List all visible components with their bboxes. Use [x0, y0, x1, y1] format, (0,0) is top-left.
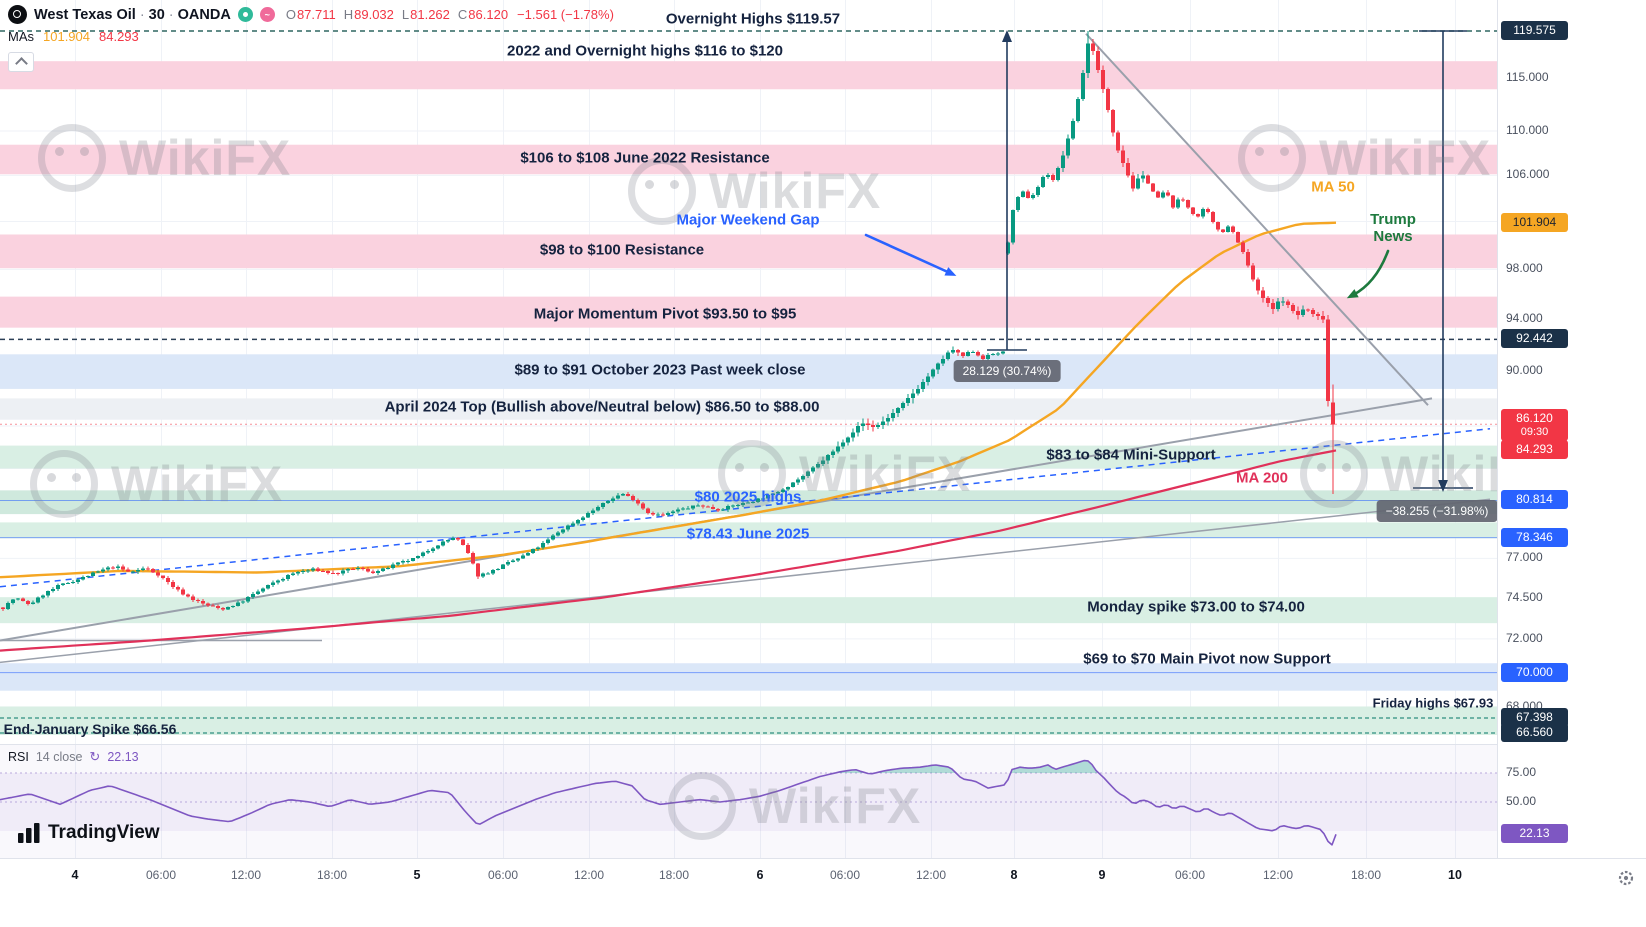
time-axis-label: 18:00: [658, 868, 690, 882]
price-axis-label: 98.000: [1506, 261, 1543, 276]
horizontal-lines-layer: [0, 30, 1497, 734]
rsi-axis-label: 50.00: [1506, 794, 1537, 808]
rsi-params: 14 close: [35, 750, 83, 764]
price-axis-badge: 101.904: [1501, 212, 1568, 232]
time-axis-label: 5: [413, 868, 421, 882]
settings-gear-icon[interactable]: [1617, 869, 1635, 892]
open-value: 87.711: [296, 7, 336, 22]
interval: 30: [148, 6, 165, 23]
close-label: C: [457, 7, 468, 22]
ma200-value: 84.293: [99, 29, 139, 44]
time-axis-label: 12:00: [230, 868, 262, 882]
open-label: O: [285, 7, 296, 22]
price-axis-badge: 80.814: [1501, 490, 1568, 510]
price-axis-badge: 86.120 09:30: [1501, 409, 1568, 442]
symbol-title[interactable]: West Texas Oil · 30 · OANDA: [34, 7, 231, 23]
price-axis-badge: 119.575: [1501, 21, 1568, 40]
price-axis-label: 74.500: [1506, 589, 1543, 604]
price-axis-label: 110.000: [1506, 123, 1549, 137]
low-value: 81.262: [410, 7, 450, 22]
trendlines-layer: [0, 33, 1491, 664]
data-mode-icon[interactable]: ~: [259, 7, 275, 22]
time-axis-label: 12:00: [1262, 868, 1294, 882]
symbol-name: West Texas Oil: [34, 6, 136, 23]
price-axis-badge: 92.442: [1501, 329, 1568, 349]
measure-tools-layer: [987, 30, 1473, 492]
time-axis-label: 18:00: [1350, 868, 1382, 882]
rsi-indicator-title[interactable]: RSI: [8, 750, 29, 764]
candles-layer: [1, 31, 1335, 612]
price-axis-label: 94.000: [1506, 311, 1543, 326]
ma-legend: MAs 101.904 84.293: [8, 29, 614, 44]
time-axis-label: 12:00: [573, 868, 605, 882]
time-axis-label: 12:00: [915, 868, 947, 882]
time-axis-label: 06:00: [145, 868, 177, 882]
chevron-up-icon: [14, 57, 28, 70]
mas-label[interactable]: MAs: [8, 29, 34, 44]
time-axis-label: 9: [1098, 868, 1106, 882]
chart-canvas: [0, 0, 1497, 858]
price-axis-label: 72.000: [1506, 630, 1543, 645]
time-axis-label: 8: [1010, 868, 1018, 882]
change-value: −1.561 (−1.78%): [517, 7, 614, 22]
time-axis-label: 18:00: [316, 868, 348, 882]
rsi-refresh-icon[interactable]: ↻: [89, 749, 101, 764]
rsi-plot-layer: [0, 759, 1337, 846]
time-axis-label: 06:00: [1174, 868, 1206, 882]
price-axis-label: 90.000: [1506, 363, 1543, 378]
time-axis-label: 6: [756, 868, 764, 882]
rsi-axis-badge: 22.13: [1501, 824, 1568, 844]
tradingview-mark-icon: [18, 823, 40, 843]
price-axis-badge: 70.000: [1501, 662, 1568, 682]
tradingview-label: TradingView: [48, 822, 160, 843]
close-value: 86.120: [468, 7, 509, 22]
price-axis[interactable]: 115.000 110.000 106.000 98.000 94.000 90.000 7…: [1497, 0, 1646, 858]
symbol-logo-icon: [8, 5, 27, 24]
tradingview-logo[interactable]: TradingView: [18, 822, 160, 844]
price-axis-label: 115.000: [1506, 69, 1549, 84]
price-axis-badge: 84.293: [1501, 439, 1568, 459]
chart-surface[interactable]: WikiFXWikiFXWikiFXWikiFXWikiFXWikiFXWiki…: [0, 0, 1497, 858]
low-label: L: [401, 7, 410, 22]
price-axis-badge: 78.346: [1501, 527, 1568, 547]
price-axis-label: 77.000: [1506, 550, 1543, 565]
symbol-legend: West Texas Oil · 30 · OANDA ~ O87.711 H89.03…: [8, 5, 614, 72]
rsi-background-layer: [0, 744, 1497, 858]
time-axis-label: 06:00: [487, 868, 519, 882]
separator: ·: [168, 6, 174, 23]
rsi-legend: RSI 14 close ↻ 22.13: [8, 749, 139, 765]
time-axis-label: 4: [71, 868, 79, 882]
ohlc-values: O87.711 H89.032 L81.262 C86.120: [286, 7, 508, 22]
moving-averages-layer: [0, 221, 1337, 652]
ma50-value: 101.904: [43, 29, 90, 44]
exchange: OANDA: [177, 6, 231, 23]
collapse-pane-button[interactable]: [8, 52, 34, 72]
rsi-value: 22.13: [107, 750, 139, 764]
separator: ·: [139, 6, 145, 23]
time-axis[interactable]: 4 06:00 12:00 18:00 5 06:00 12:00 18:00 6 06:00 12…: [0, 858, 1646, 927]
price-axis-badge: 67.398: [1501, 708, 1568, 727]
high-label: H: [343, 7, 354, 22]
rsi-axis-label: 75.00: [1506, 765, 1537, 779]
price-axis-label: 106.000: [1506, 167, 1550, 182]
time-axis-label: 10: [1448, 868, 1462, 882]
time-axis-label: 06:00: [829, 868, 861, 882]
market-status-icon[interactable]: [237, 7, 253, 22]
price-axis-badge: 66.560: [1501, 723, 1568, 742]
high-value: 89.032: [354, 7, 394, 22]
